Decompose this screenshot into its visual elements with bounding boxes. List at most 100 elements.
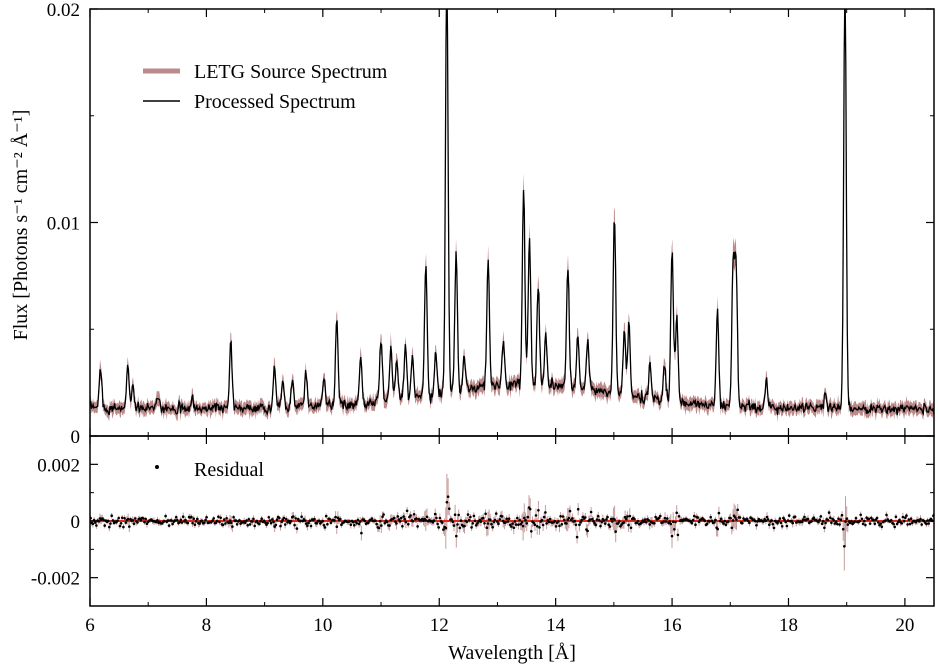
residual-point	[818, 518, 821, 521]
residual-point	[647, 519, 650, 522]
residual-point	[117, 516, 120, 520]
residual-point	[592, 519, 595, 523]
residual-point	[738, 516, 742, 519]
residual-point	[884, 519, 887, 522]
residual-point	[196, 517, 199, 521]
residual-point	[786, 519, 790, 522]
residual-point	[200, 519, 204, 522]
residual-point	[642, 520, 646, 524]
residual-point	[864, 523, 867, 527]
residual-point	[623, 515, 627, 519]
residual-point	[178, 520, 181, 524]
residual-point	[360, 531, 363, 535]
residual-point	[235, 523, 239, 526]
residual-point	[790, 519, 793, 523]
residual-point	[892, 522, 895, 526]
residual-point	[534, 514, 538, 517]
residual-point	[198, 522, 201, 525]
residual-point	[729, 516, 732, 520]
residual-point	[709, 515, 712, 519]
residual-point	[367, 521, 370, 525]
residual-point	[560, 523, 564, 526]
x-tick-label: 8	[202, 615, 212, 636]
residual-point	[603, 522, 607, 525]
residual-point	[456, 523, 459, 526]
x-tick-label: 10	[313, 615, 332, 636]
residual-point	[873, 522, 877, 525]
residual-point	[748, 521, 751, 524]
residual-point	[510, 525, 513, 528]
residual-point	[541, 523, 545, 527]
residual-point	[671, 520, 675, 524]
residual-point	[192, 517, 195, 520]
residual-point	[538, 526, 541, 529]
residual-point	[920, 523, 923, 526]
residual-point	[483, 522, 486, 525]
residual-point	[519, 522, 523, 526]
residual-point	[228, 519, 232, 522]
residual-point	[716, 527, 719, 531]
residual-point	[463, 524, 466, 528]
residual-point	[841, 527, 845, 531]
residual-point	[266, 521, 269, 525]
residual-point	[441, 521, 444, 524]
residual-point	[500, 515, 504, 518]
residual-point	[806, 517, 810, 521]
residual-point	[217, 515, 220, 518]
lower-y-axis-ticks: -0.002 0 0.002	[31, 455, 934, 590]
residual-point	[640, 521, 643, 525]
residual-point	[377, 526, 381, 530]
residual-point	[116, 519, 119, 523]
residual-point	[880, 525, 884, 528]
residual-point	[267, 516, 271, 519]
residual-point	[860, 517, 864, 521]
residual-point	[489, 518, 492, 521]
residual-point	[432, 519, 436, 522]
residual-point	[826, 518, 830, 522]
residual-point	[691, 518, 695, 522]
residual-point	[574, 523, 578, 527]
residual-point	[643, 518, 647, 521]
residual-point	[109, 522, 112, 525]
residual-point	[328, 517, 332, 521]
residual-point	[507, 517, 511, 520]
residual-point	[403, 517, 407, 521]
residual-point	[179, 518, 183, 522]
residual-point	[299, 519, 302, 523]
residual-point	[106, 519, 110, 523]
residual-point	[800, 520, 804, 524]
residual-point	[784, 520, 787, 524]
residual-point	[520, 521, 524, 524]
residual-point	[496, 520, 499, 523]
residual-point	[334, 515, 337, 519]
residual-point	[473, 519, 477, 523]
lower-y-tick-label: 0	[71, 512, 81, 533]
residual-point	[437, 526, 441, 529]
residual-point	[191, 521, 194, 525]
residual-point	[780, 525, 784, 528]
residual-point	[218, 520, 221, 524]
residual-point	[252, 517, 255, 521]
residual-point	[329, 521, 333, 525]
residual-point	[287, 519, 291, 523]
residual-point	[600, 520, 603, 524]
residual-point	[676, 533, 680, 537]
residual-point	[703, 519, 707, 522]
residual-point	[745, 517, 749, 521]
residual-point	[821, 520, 825, 523]
residual-point	[817, 520, 820, 524]
residual-point	[392, 516, 396, 520]
residual-point	[505, 517, 509, 521]
residual-point	[124, 521, 128, 524]
residual-point	[339, 517, 342, 521]
residual-point	[909, 517, 913, 520]
residual-point	[466, 513, 470, 516]
residual-point	[484, 512, 487, 516]
residual-point	[870, 516, 873, 520]
processed-spectrum-line	[90, 9, 934, 417]
residual-point	[181, 515, 185, 518]
residual-point	[396, 515, 400, 518]
residual-point	[482, 516, 485, 520]
residual-point	[518, 518, 521, 522]
residual-point	[553, 519, 557, 523]
